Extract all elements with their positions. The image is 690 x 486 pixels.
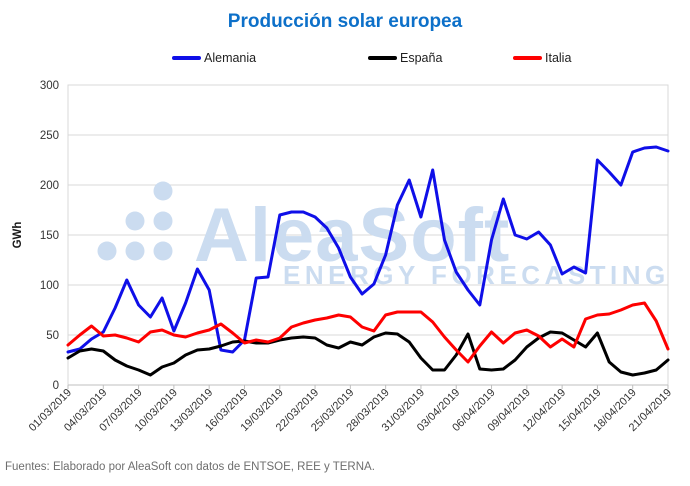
legend-label-alemania: Alemania bbox=[204, 51, 257, 65]
watermark-brand: AleaSoft bbox=[194, 193, 510, 278]
y-tick-label-100: 100 bbox=[40, 280, 59, 292]
watermark-logo-dot-3 bbox=[97, 241, 117, 261]
y-tick-label-250: 250 bbox=[40, 130, 59, 142]
watermark-logo-dot-0 bbox=[153, 181, 173, 201]
legend-item-espana: España bbox=[368, 50, 442, 66]
series-line-italia bbox=[66, 301, 670, 364]
watermark-logo-dot-1 bbox=[125, 211, 145, 231]
legend-item-italia: Italia bbox=[513, 50, 571, 66]
y-tick-label-150: 150 bbox=[40, 230, 59, 242]
source-attribution: Fuentes: Elaborado por AleaSoft con dato… bbox=[5, 461, 375, 473]
espana-line-swatch bbox=[368, 56, 397, 60]
series-line-alemania bbox=[66, 145, 670, 354]
y-tick-label-0: 0 bbox=[53, 380, 59, 392]
legend-label-italia: Italia bbox=[545, 51, 572, 65]
watermark-logo-dot-5 bbox=[153, 241, 173, 261]
watermark-logo-dot-2 bbox=[153, 211, 173, 231]
y-tick-label-200: 200 bbox=[40, 180, 59, 192]
y-axis-label: GWh bbox=[12, 222, 24, 249]
series-line-españa bbox=[66, 330, 670, 377]
y-tick-label-300: 300 bbox=[40, 80, 59, 92]
legend-label-espana: España bbox=[400, 51, 443, 65]
legend-item-alemania: Alemania bbox=[172, 50, 256, 66]
italia-line-swatch bbox=[513, 56, 542, 60]
alemania-line-swatch bbox=[172, 56, 201, 60]
watermark-tagline: ENERGY FORECASTING bbox=[283, 260, 670, 290]
chart-title: Producción solar europea bbox=[227, 11, 463, 32]
watermark-logo-dot-4 bbox=[125, 241, 145, 261]
chart-legend: Alemania España Italia bbox=[0, 50, 690, 68]
y-tick-label-50: 50 bbox=[46, 330, 59, 342]
